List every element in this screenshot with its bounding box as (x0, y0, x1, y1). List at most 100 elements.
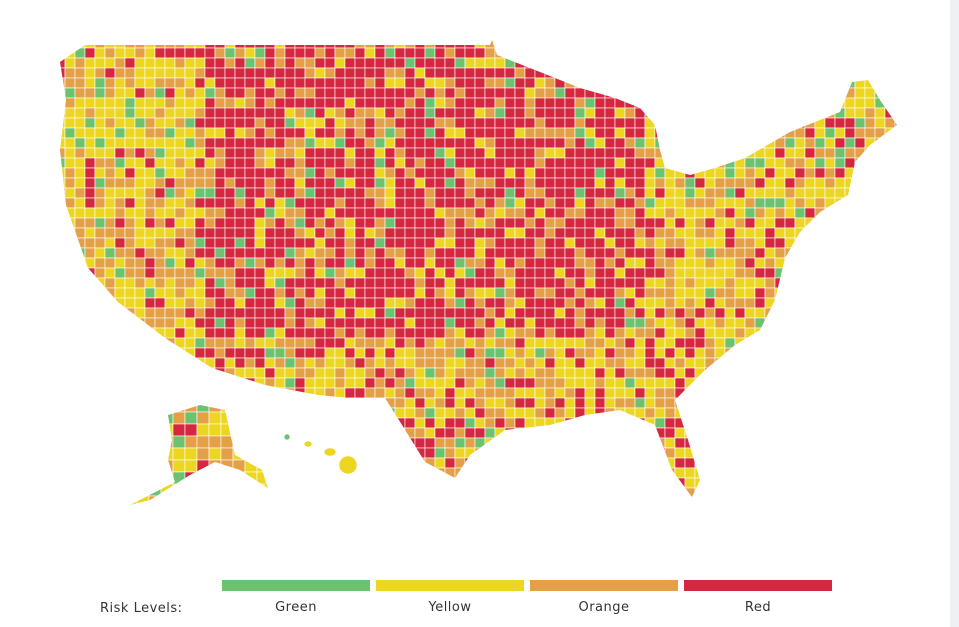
county-cell (634, 217, 646, 229)
county-cell (884, 157, 896, 169)
county-cell (104, 217, 116, 229)
county-cell (134, 257, 146, 269)
county-cell (274, 137, 286, 149)
county-cell (634, 157, 646, 169)
county-cell (64, 277, 76, 289)
county-cell (694, 97, 706, 109)
county-cell (625, 498, 635, 508)
county-cell (424, 197, 436, 209)
county-cell (224, 227, 236, 239)
county-cell (434, 337, 446, 349)
county-cell (534, 107, 546, 119)
county-cell (244, 447, 256, 459)
county-cell (595, 498, 605, 508)
county-cell (754, 417, 766, 429)
county-cell (284, 187, 296, 199)
county-cell (774, 87, 786, 99)
county-cell (694, 417, 706, 429)
county-cell (84, 407, 96, 419)
county-cell (524, 77, 536, 89)
county-cell (724, 417, 736, 429)
county-cell (114, 447, 126, 459)
county-cell (554, 137, 566, 149)
county-cell (804, 407, 816, 419)
county-cell (734, 417, 746, 429)
county-cell (154, 427, 166, 439)
county-cell (734, 137, 746, 149)
county-cell (414, 317, 426, 329)
county-cell (414, 477, 426, 489)
county-cell (424, 97, 436, 109)
county-cell (204, 317, 216, 329)
county-cell (564, 477, 576, 489)
county-cell (384, 167, 396, 179)
county-cell (734, 427, 746, 439)
county-cell (94, 40, 106, 49)
county-cell (794, 127, 806, 139)
county-cell (614, 40, 626, 49)
county-cell (624, 327, 636, 339)
county-cell (584, 197, 596, 209)
scrollbar[interactable] (950, 0, 959, 627)
county-cell (644, 227, 656, 239)
county-cell (284, 207, 296, 219)
county-cell (284, 57, 296, 69)
county-cell (594, 427, 606, 439)
county-cell (514, 157, 526, 169)
county-cell (864, 447, 876, 459)
county-cell (154, 237, 166, 249)
county-cell (304, 387, 316, 399)
county-cell (284, 177, 296, 189)
county-cell (424, 357, 436, 369)
county-cell (404, 447, 416, 459)
county-cell (394, 447, 406, 459)
county-cell (504, 327, 516, 339)
county-cell (104, 257, 116, 269)
county-cell (274, 447, 286, 459)
county-cell (234, 167, 246, 179)
county-cell (344, 407, 356, 419)
county-cell (269, 484, 281, 496)
county-cell (824, 257, 836, 269)
county-cell (232, 435, 246, 449)
county-cell (84, 367, 96, 379)
county-cell (374, 267, 386, 279)
county-cell (84, 447, 96, 459)
county-cell (274, 177, 286, 189)
county-cell (784, 307, 796, 319)
county-cell (334, 177, 346, 189)
county-cell (574, 187, 586, 199)
county-cell (524, 227, 536, 239)
county-cell (164, 227, 176, 239)
county-cell (94, 427, 106, 439)
county-cell (404, 317, 416, 329)
county-cell (614, 347, 626, 359)
county-cell (624, 217, 636, 229)
county-cell (554, 167, 566, 179)
county-cell (754, 167, 766, 179)
county-cell (394, 297, 406, 309)
county-cell (184, 127, 196, 139)
county-cell (294, 217, 306, 229)
county-cell (684, 207, 696, 219)
county-cell (854, 287, 866, 299)
county-cell (136, 423, 150, 437)
county-cell (854, 137, 866, 149)
county-cell (94, 407, 106, 419)
county-cell (74, 197, 86, 209)
county-cell (564, 257, 576, 269)
county-cell (264, 427, 276, 439)
county-cell (894, 267, 897, 279)
county-cell (184, 117, 196, 129)
county-cell (384, 217, 396, 229)
county-cell (64, 437, 76, 449)
county-cell (794, 417, 806, 429)
county-cell (134, 67, 146, 79)
county-cell (754, 457, 766, 469)
county-cell (554, 467, 566, 479)
county-cell (364, 457, 376, 469)
county-cell (494, 277, 506, 289)
county-cell (584, 477, 596, 489)
county-cell (494, 357, 506, 369)
county-cell (604, 467, 616, 479)
